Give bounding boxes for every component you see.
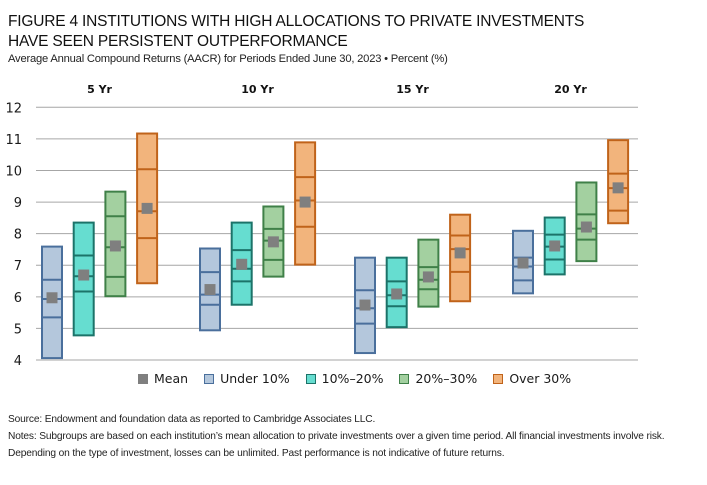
y-tick-label: 10 (5, 164, 22, 179)
group-label: 10 Yr (241, 83, 274, 96)
legend-item-over-30: Over 30% (493, 371, 571, 386)
figure-subtitle: Average Annual Compound Returns (AACR) f… (8, 53, 448, 65)
box-over30 (294, 141, 317, 266)
y-tick-label: 12 (5, 101, 22, 116)
box-10to20 (230, 221, 253, 306)
box-20to30 (104, 190, 127, 298)
box-under10 (354, 256, 376, 355)
y-tick-label: 5 (14, 322, 22, 337)
legend-swatch-20-30 (399, 373, 410, 384)
legend-label: Under 10% (220, 371, 290, 386)
chart-area: 4 5 6 7 8 9 10 11 12 5 Yr 10 Yr 15 Yr 20 Yr (5, 83, 638, 369)
legend-label: Mean (154, 371, 189, 386)
group-label: 5 Yr (87, 83, 112, 96)
box-over30 (136, 132, 159, 285)
boxes (41, 132, 630, 360)
mean-marker (204, 284, 216, 296)
legend-swatch-over-30 (493, 373, 504, 384)
source-note: Source: Endowment and foundation data as… (8, 414, 376, 425)
legend: Mean Under 10% 10%–20% 20%–30% Over 30% (138, 371, 587, 386)
box-20to30 (262, 205, 285, 278)
mean-marker (46, 292, 58, 304)
box-20to30 (417, 238, 440, 308)
legend-swatch-10-20 (305, 373, 316, 384)
box-20to30 (575, 181, 598, 263)
legend-item-20-30: 20%–30% (399, 371, 477, 386)
mean-marker (391, 288, 403, 300)
footer: Source: Endowment and foundation data as… (8, 411, 698, 462)
box-under10 (41, 245, 63, 360)
mean-marker (517, 257, 529, 269)
legend-swatch-under-10 (204, 373, 215, 384)
box-10to20 (385, 256, 408, 329)
title-line-1: FIGURE 4 INSTITUTIONS WITH HIGH ALLOCATI… (8, 13, 585, 30)
y-tick-label: 9 (14, 196, 22, 211)
group-labels: 5 Yr 10 Yr 15 Yr 20 Yr (87, 83, 587, 96)
box-over30 (449, 213, 472, 303)
box-over30 (607, 139, 630, 225)
mean-marker (612, 182, 624, 194)
mean-marker (78, 269, 90, 281)
box-10to20 (72, 221, 95, 337)
legend-item-mean: Mean (138, 371, 188, 386)
group-label: 20 Yr (554, 83, 587, 96)
y-axis: 4 5 6 7 8 9 10 11 12 (5, 101, 22, 369)
mean-marker (267, 236, 279, 248)
mean-marker (359, 299, 371, 311)
legend-item-10-20: 10%–20% (305, 371, 384, 386)
y-tick-label: 7 (14, 259, 22, 274)
mean-marker (109, 240, 121, 252)
mean-marker (236, 258, 248, 270)
mean-marker (454, 247, 466, 259)
y-tick-label: 6 (14, 291, 22, 306)
legend-item-under-10: Under 10% (204, 371, 290, 386)
y-tick-label: 8 (14, 228, 22, 243)
legend-label: Over 30% (509, 371, 572, 386)
box-range (607, 139, 630, 225)
mean-marker (141, 202, 153, 214)
legend-swatch-mean (138, 373, 148, 384)
mean-marker (299, 196, 311, 208)
y-tick-label: 11 (5, 133, 22, 148)
box-under10 (199, 247, 221, 332)
box-10to20 (543, 216, 566, 276)
box-under10 (512, 229, 534, 295)
legend-label: 10%–20% (321, 371, 384, 386)
group-label: 15 Yr (396, 83, 429, 96)
mean-marker (422, 271, 434, 283)
mean-marker (549, 240, 561, 252)
mean-marker (580, 221, 592, 233)
title-line-2: HAVE SEEN PERSISTENT OUTPERFORMANCE (8, 33, 348, 50)
y-tick-label: 4 (14, 354, 22, 369)
figure-title: FIGURE 4 INSTITUTIONS WITH HIGH ALLOCATI… (8, 12, 584, 52)
notes: Notes: Subgroups are based on each insti… (8, 431, 665, 459)
legend-label: 20%–30% (415, 371, 478, 386)
